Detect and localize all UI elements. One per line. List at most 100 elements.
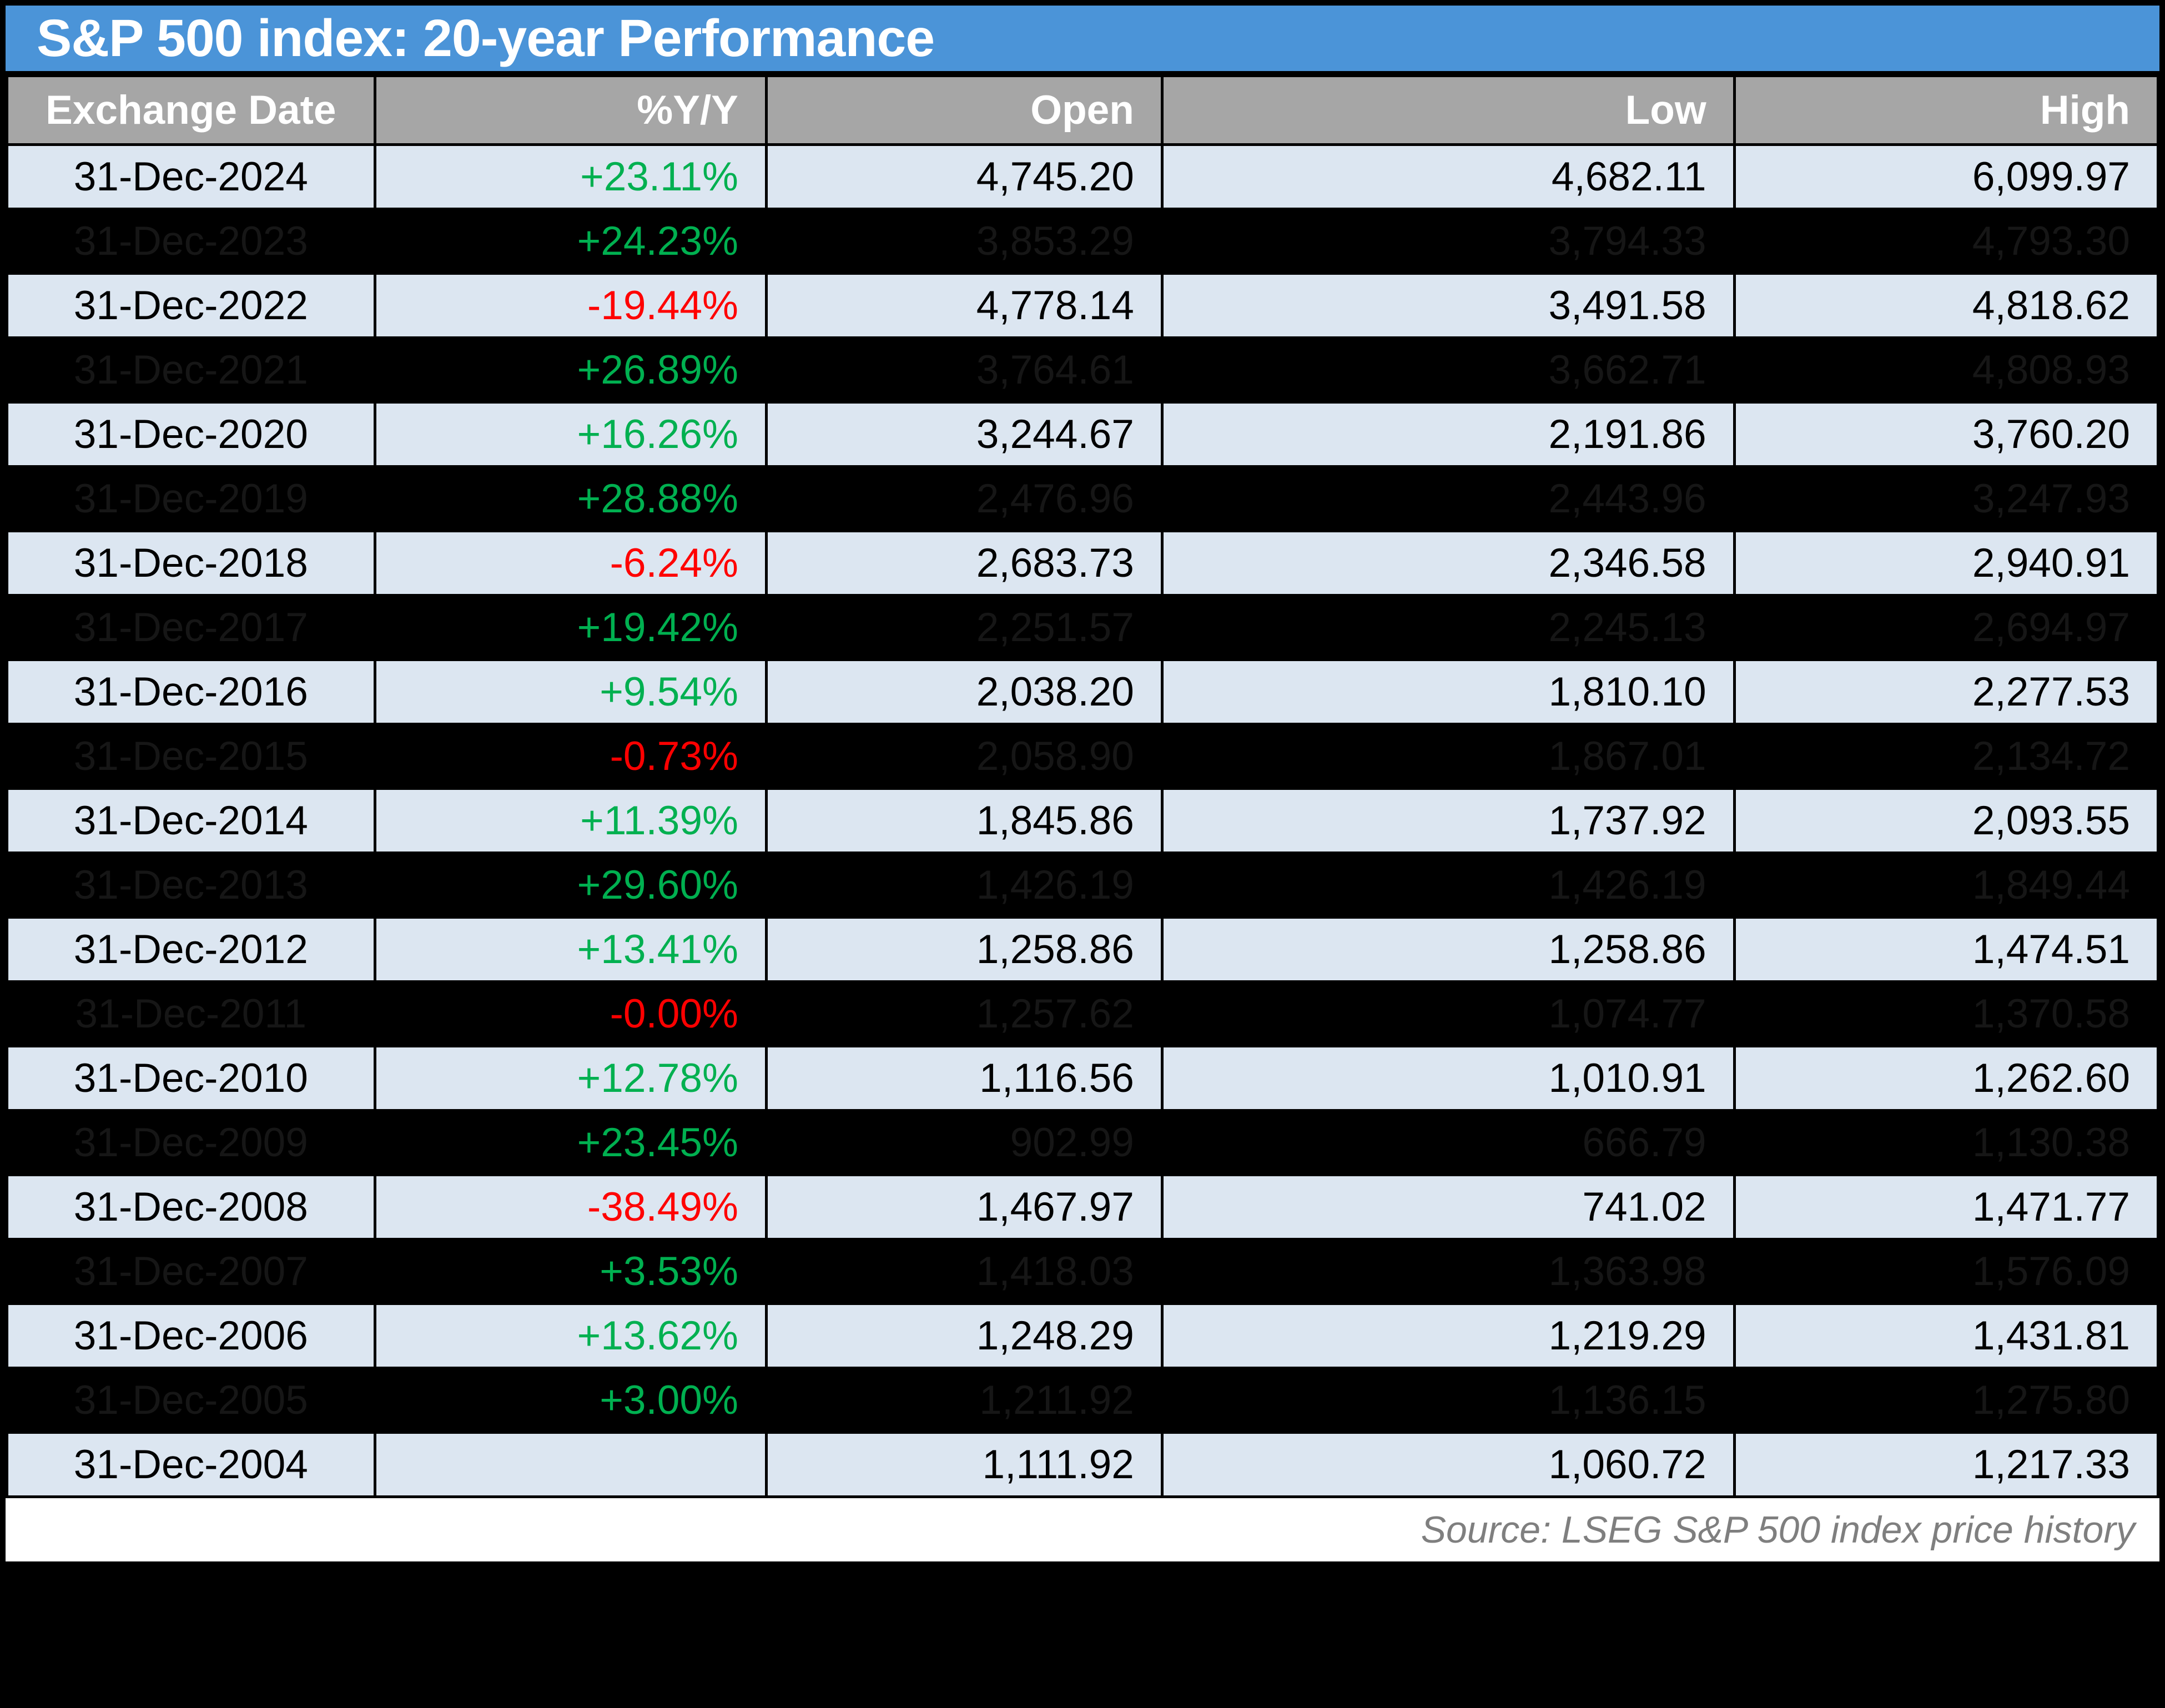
high-cell: 2,093.55: [1733, 787, 2160, 854]
table-row: 31-Dec-2015 -0.73% 2,058.90 1,867.01 2,134.7…: [6, 723, 2160, 790]
low-cell: 1,737.92: [1160, 787, 1736, 854]
date-cell: 31-Dec-2008: [6, 1173, 376, 1241]
open-cell: 2,476.96: [764, 465, 1164, 532]
date-cell: 31-Dec-2005: [6, 1367, 376, 1434]
yoy-cell: +28.88%: [373, 465, 768, 532]
low-cell: 3,794.33: [1160, 208, 1736, 275]
low-cell: 2,346.58: [1160, 530, 1736, 597]
open-cell: 1,248.29: [764, 1302, 1164, 1369]
table-row: 31-Dec-2009 +23.45% 902.99 666.79 1,130.38: [6, 1109, 2160, 1176]
date-cell: 31-Dec-2018: [6, 530, 376, 597]
open-cell: 4,778.14: [764, 272, 1164, 339]
open-cell: 3,244.67: [764, 401, 1164, 468]
low-cell: 3,491.58: [1160, 272, 1736, 339]
table-title: S&P 500 index: 20-year Performance: [37, 8, 935, 68]
table-row: 31-Dec-2010 +12.78% 1,116.56 1,010.91 1,262.…: [6, 1045, 2160, 1112]
date-cell: 31-Dec-2011: [6, 980, 376, 1047]
low-cell: 1,258.86: [1160, 916, 1736, 983]
bottom-filler: [6, 1561, 2159, 1708]
yoy-cell: -19.44%: [373, 272, 768, 339]
date-cell: 31-Dec-2013: [6, 852, 376, 919]
yoy-cell: +11.39%: [373, 787, 768, 854]
low-cell: 741.02: [1160, 1173, 1736, 1241]
low-cell: 1,010.91: [1160, 1045, 1736, 1112]
table-row: 31-Dec-2021 +26.89% 3,764.61 3,662.71 4,808.…: [6, 336, 2160, 404]
open-cell: 1,116.56: [764, 1045, 1164, 1112]
yoy-cell: +13.41%: [373, 916, 768, 983]
yoy-cell: -38.49%: [373, 1173, 768, 1241]
table-row: 31-Dec-2008 -38.49% 1,467.97 741.02 1,471.77: [6, 1173, 2160, 1241]
low-cell: 1,136.15: [1160, 1367, 1736, 1434]
open-cell: 4,745.20: [764, 143, 1164, 210]
date-cell: 31-Dec-2010: [6, 1045, 376, 1112]
date-cell: 31-Dec-2004: [6, 1431, 376, 1498]
open-cell: 2,038.20: [764, 658, 1164, 725]
table-row: 31-Dec-2019 +28.88% 2,476.96 2,443.96 3,247.…: [6, 465, 2160, 532]
source-row: Source: LSEG S&P 500 index price history: [6, 1498, 2159, 1561]
table-row: 31-Dec-2007 +3.53% 1,418.03 1,363.98 1,576.0…: [6, 1238, 2160, 1305]
open-cell: 1,467.97: [764, 1173, 1164, 1241]
yoy-cell: +12.78%: [373, 1045, 768, 1112]
date-cell: 31-Dec-2023: [6, 208, 376, 275]
high-cell: 1,431.81: [1733, 1302, 2160, 1369]
high-cell: 3,247.93: [1733, 465, 2160, 532]
table-row: 31-Dec-2004 1,111.92 1,060.72 1,217.33: [6, 1431, 2160, 1498]
table-row: 31-Dec-2016 +9.54% 2,038.20 1,810.10 2,277.5…: [6, 658, 2160, 725]
low-cell: 666.79: [1160, 1109, 1736, 1176]
date-cell: 31-Dec-2014: [6, 787, 376, 854]
low-cell: 2,191.86: [1160, 401, 1736, 468]
table-row: 31-Dec-2012 +13.41% 1,258.86 1,258.86 1,474.…: [6, 916, 2160, 983]
low-cell: 4,682.11: [1160, 143, 1736, 210]
open-cell: 1,426.19: [764, 852, 1164, 919]
source-note: Source: LSEG S&P 500 index price history: [1421, 1509, 2135, 1551]
high-cell: 2,694.97: [1733, 594, 2160, 661]
open-cell: 2,251.57: [764, 594, 1164, 661]
open-cell: 1,211.92: [764, 1367, 1164, 1434]
yoy-cell: +26.89%: [373, 336, 768, 404]
high-cell: 1,849.44: [1733, 852, 2160, 919]
table-row: 31-Dec-2022 -19.44% 4,778.14 3,491.58 4,818.…: [6, 272, 2160, 339]
yoy-cell: +3.53%: [373, 1238, 768, 1305]
high-cell: 1,217.33: [1733, 1431, 2160, 1498]
date-cell: 31-Dec-2015: [6, 723, 376, 790]
open-cell: 1,845.86: [764, 787, 1164, 854]
date-cell: 31-Dec-2019: [6, 465, 376, 532]
date-cell: 31-Dec-2007: [6, 1238, 376, 1305]
table-header-row: Exchange Date %Y/Y Open Low High: [6, 74, 2160, 146]
yoy-cell: +23.11%: [373, 143, 768, 210]
high-cell: 4,793.30: [1733, 208, 2160, 275]
date-cell: 31-Dec-2022: [6, 272, 376, 339]
high-cell: 4,818.62: [1733, 272, 2160, 339]
low-cell: 1,363.98: [1160, 1238, 1736, 1305]
date-cell: 31-Dec-2016: [6, 658, 376, 725]
yoy-cell: +19.42%: [373, 594, 768, 661]
table-row: 31-Dec-2017 +19.42% 2,251.57 2,245.13 2,694.…: [6, 594, 2160, 661]
date-cell: 31-Dec-2017: [6, 594, 376, 661]
table-row: 31-Dec-2005 +3.00% 1,211.92 1,136.15 1,275.8…: [6, 1367, 2160, 1434]
high-cell: 6,099.97: [1733, 143, 2160, 210]
low-cell: 3,662.71: [1160, 336, 1736, 404]
high-cell: 2,277.53: [1733, 658, 2160, 725]
open-cell: 902.99: [764, 1109, 1164, 1176]
col-header-high: High: [1733, 74, 2160, 146]
col-header-yoy: %Y/Y: [373, 74, 768, 146]
date-cell: 31-Dec-2009: [6, 1109, 376, 1176]
open-cell: 2,058.90: [764, 723, 1164, 790]
high-cell: 1,262.60: [1733, 1045, 2160, 1112]
low-cell: 1,074.77: [1160, 980, 1736, 1047]
yoy-cell: [373, 1431, 768, 1498]
table-body: 31-Dec-2024 +23.11% 4,745.20 4,682.11 6,099.…: [6, 143, 2160, 1498]
table-row: 31-Dec-2023 +24.23% 3,853.29 3,794.33 4,793.…: [6, 208, 2160, 275]
col-header-low: Low: [1160, 74, 1736, 146]
open-cell: 1,258.86: [764, 916, 1164, 983]
yoy-cell: +13.62%: [373, 1302, 768, 1369]
yoy-cell: +29.60%: [373, 852, 768, 919]
table-row: 31-Dec-2014 +11.39% 1,845.86 1,737.92 2,093.…: [6, 787, 2160, 854]
yoy-cell: +24.23%: [373, 208, 768, 275]
low-cell: 2,443.96: [1160, 465, 1736, 532]
low-cell: 1,810.10: [1160, 658, 1736, 725]
low-cell: 1,867.01: [1160, 723, 1736, 790]
open-cell: 2,683.73: [764, 530, 1164, 597]
performance-table: Exchange Date %Y/Y Open Low High 31-Dec-…: [6, 74, 2160, 1498]
